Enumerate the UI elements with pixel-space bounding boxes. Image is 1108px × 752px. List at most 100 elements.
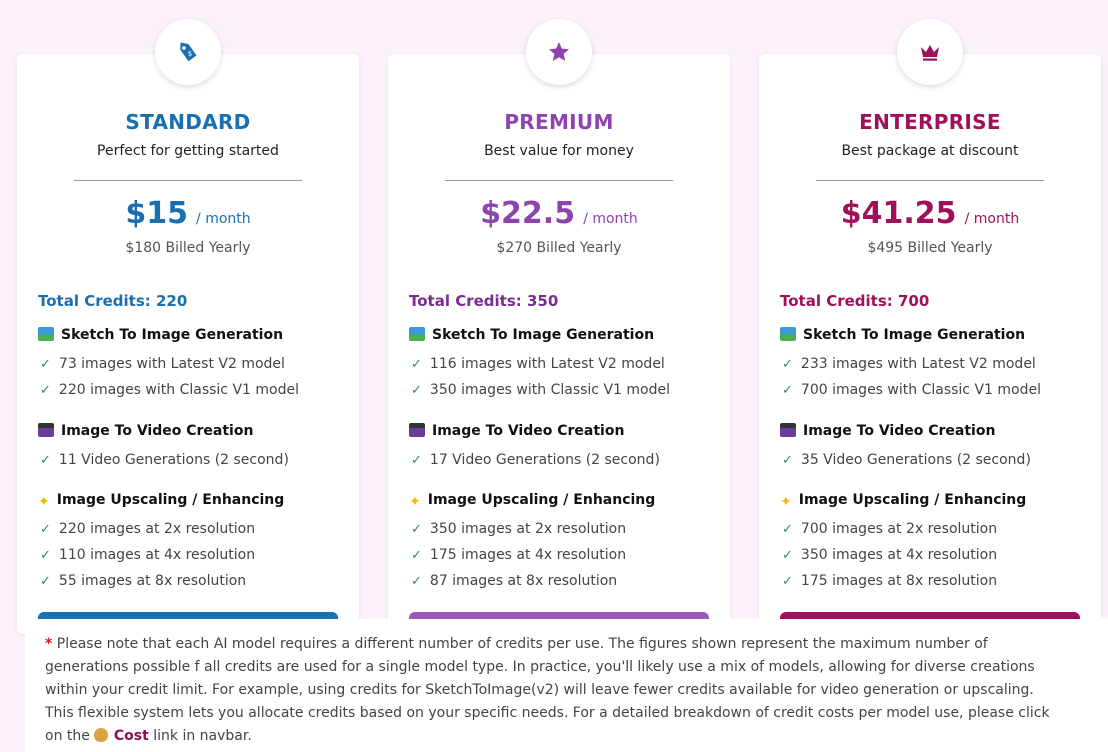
tag-icon: $ xyxy=(180,42,197,62)
feature-item: ✓ 11 Video Generations (2 second) xyxy=(40,452,289,468)
check-icon: ✓ xyxy=(782,453,793,468)
cost-link[interactable]: Cost xyxy=(113,728,149,744)
check-icon: ✓ xyxy=(782,383,793,398)
check-icon: ✓ xyxy=(411,574,422,589)
section-video: Image To Video Creation xyxy=(38,423,253,439)
check-icon: ✓ xyxy=(411,548,422,563)
total-credits: Total Credits: 350 xyxy=(409,292,559,310)
feature-item: ✓ 350 images with Classic V1 model xyxy=(411,382,670,398)
billed-yearly: $270 Billed Yearly xyxy=(496,240,622,256)
feature-label: 35 Video Generations (2 second) xyxy=(800,452,1031,468)
pricing-card-enterprise: ENTERPRISE Best package at discount $41.… xyxy=(759,19,1101,634)
plan-name: ENTERPRISE xyxy=(859,110,1001,134)
section-label: Image To Video Creation xyxy=(432,423,625,439)
check-icon: ✓ xyxy=(40,357,51,372)
check-icon: ✓ xyxy=(40,453,51,468)
picture-icon xyxy=(409,327,425,341)
feature-item: ✓ 700 images at 2x resolution xyxy=(782,521,997,537)
feature-item: ✓ 110 images at 4x resolution xyxy=(40,547,255,563)
feature-item: ✓ 87 images at 8x resolution xyxy=(411,573,617,589)
picture-icon xyxy=(38,327,54,341)
feature-label: 350 images with Classic V1 model xyxy=(429,382,670,398)
plan-price: $41.25 xyxy=(840,196,957,231)
check-icon: ✓ xyxy=(782,522,793,537)
check-icon: ✓ xyxy=(40,574,51,589)
sparkles-icon: ✦ xyxy=(409,494,421,510)
feature-item: ✓ 700 images with Classic V1 model xyxy=(782,382,1041,398)
note-line: generations possible f all credits are u… xyxy=(45,659,1035,675)
section-label: Image Upscaling / Enhancing xyxy=(56,492,285,508)
section-label: Sketch To Image Generation xyxy=(803,327,1026,343)
clapper-icon xyxy=(38,423,54,437)
divider xyxy=(74,180,302,181)
feature-item: ✓ 350 images at 2x resolution xyxy=(411,521,626,537)
section-sketch: Sketch To Image Generation xyxy=(409,327,654,343)
price-row: $22.5 / month xyxy=(388,196,730,231)
section-label: Image To Video Creation xyxy=(803,423,996,439)
feature-label: 220 images at 2x resolution xyxy=(58,521,256,537)
section-sketch: Sketch To Image Generation xyxy=(780,327,1025,343)
svg-text:$: $ xyxy=(188,50,192,58)
feature-item: ✓ 17 Video Generations (2 second) xyxy=(411,452,660,468)
feature-label: 175 images at 8x resolution xyxy=(800,573,998,589)
clapper-icon xyxy=(780,423,796,437)
plan-subtitle: Best package at discount xyxy=(841,143,1019,159)
check-icon: ✓ xyxy=(411,453,422,468)
check-icon: ✓ xyxy=(40,548,51,563)
clapper-icon xyxy=(409,423,425,437)
feature-item: ✓ 350 images at 4x resolution xyxy=(782,547,997,563)
billed-yearly: $180 Billed Yearly xyxy=(125,240,251,256)
section-video: Image To Video Creation xyxy=(780,423,995,439)
total-credits: Total Credits: 700 xyxy=(780,292,930,310)
divider xyxy=(445,180,673,181)
note-line: This flexible system lets you allocate c… xyxy=(45,705,1050,721)
price-period: / month xyxy=(964,211,1020,227)
section-label: Image Upscaling / Enhancing xyxy=(798,492,1027,508)
section-sketch: Sketch To Image Generation xyxy=(38,327,283,343)
check-icon: ✓ xyxy=(40,383,51,398)
credits-note: * Please note that each AI model require… xyxy=(25,619,1108,752)
feature-label: 87 images at 8x resolution xyxy=(429,573,618,589)
sparkles-icon: ✦ xyxy=(780,494,792,510)
section-label: Image To Video Creation xyxy=(61,423,254,439)
note-text: Please note that each AI model requires … xyxy=(56,636,988,652)
section-label: Sketch To Image Generation xyxy=(61,327,284,343)
total-credits: Total Credits: 220 xyxy=(38,292,188,310)
plan-price: $22.5 xyxy=(480,196,576,231)
section-upscale: ✦ Image Upscaling / Enhancing xyxy=(38,492,285,510)
plan-price: $15 xyxy=(125,196,188,231)
feature-item: ✓ 220 images at 2x resolution xyxy=(40,521,255,537)
check-icon: ✓ xyxy=(782,574,793,589)
divider xyxy=(816,180,1044,181)
plan-subtitle: Best value for money xyxy=(484,143,634,159)
pricing-card-standard: $ STANDARD Perfect for getting started $… xyxy=(17,19,359,634)
feature-label: 55 images at 8x resolution xyxy=(58,573,247,589)
check-icon: ✓ xyxy=(40,522,51,537)
price-row: $41.25 / month xyxy=(759,196,1101,231)
section-upscale: ✦ Image Upscaling / Enhancing xyxy=(409,492,656,510)
feature-label: 110 images at 4x resolution xyxy=(58,547,256,563)
star-icon xyxy=(549,42,569,61)
check-icon: ✓ xyxy=(411,383,422,398)
feature-item: ✓ 35 Video Generations (2 second) xyxy=(782,452,1031,468)
note-line: * Please note that each AI model require… xyxy=(45,633,1088,656)
check-icon: ✓ xyxy=(411,357,422,372)
pricing-card-premium: PREMIUM Best value for money $22.5 / mon… xyxy=(388,19,730,634)
section-label: Image Upscaling / Enhancing xyxy=(427,492,656,508)
asterisk: * xyxy=(45,636,53,652)
check-icon: ✓ xyxy=(411,522,422,537)
check-icon: ✓ xyxy=(782,548,793,563)
feature-label: 116 images with Latest V2 model xyxy=(429,356,665,372)
feature-item: ✓ 55 images at 8x resolution xyxy=(40,573,246,589)
note-text: link in navbar. xyxy=(153,728,252,744)
note-line: within your credit limit. For example, u… xyxy=(45,682,1034,698)
feature-label: 233 images with Latest V2 model xyxy=(800,356,1036,372)
feature-item: ✓ 233 images with Latest V2 model xyxy=(782,356,1036,372)
section-label: Sketch To Image Generation xyxy=(432,327,655,343)
section-video: Image To Video Creation xyxy=(409,423,624,439)
plan-name: STANDARD xyxy=(125,110,251,134)
sparkles-icon: ✦ xyxy=(38,494,50,510)
feature-label: 11 Video Generations (2 second) xyxy=(58,452,289,468)
crown-icon xyxy=(921,45,939,61)
feature-label: 700 images with Classic V1 model xyxy=(800,382,1041,398)
